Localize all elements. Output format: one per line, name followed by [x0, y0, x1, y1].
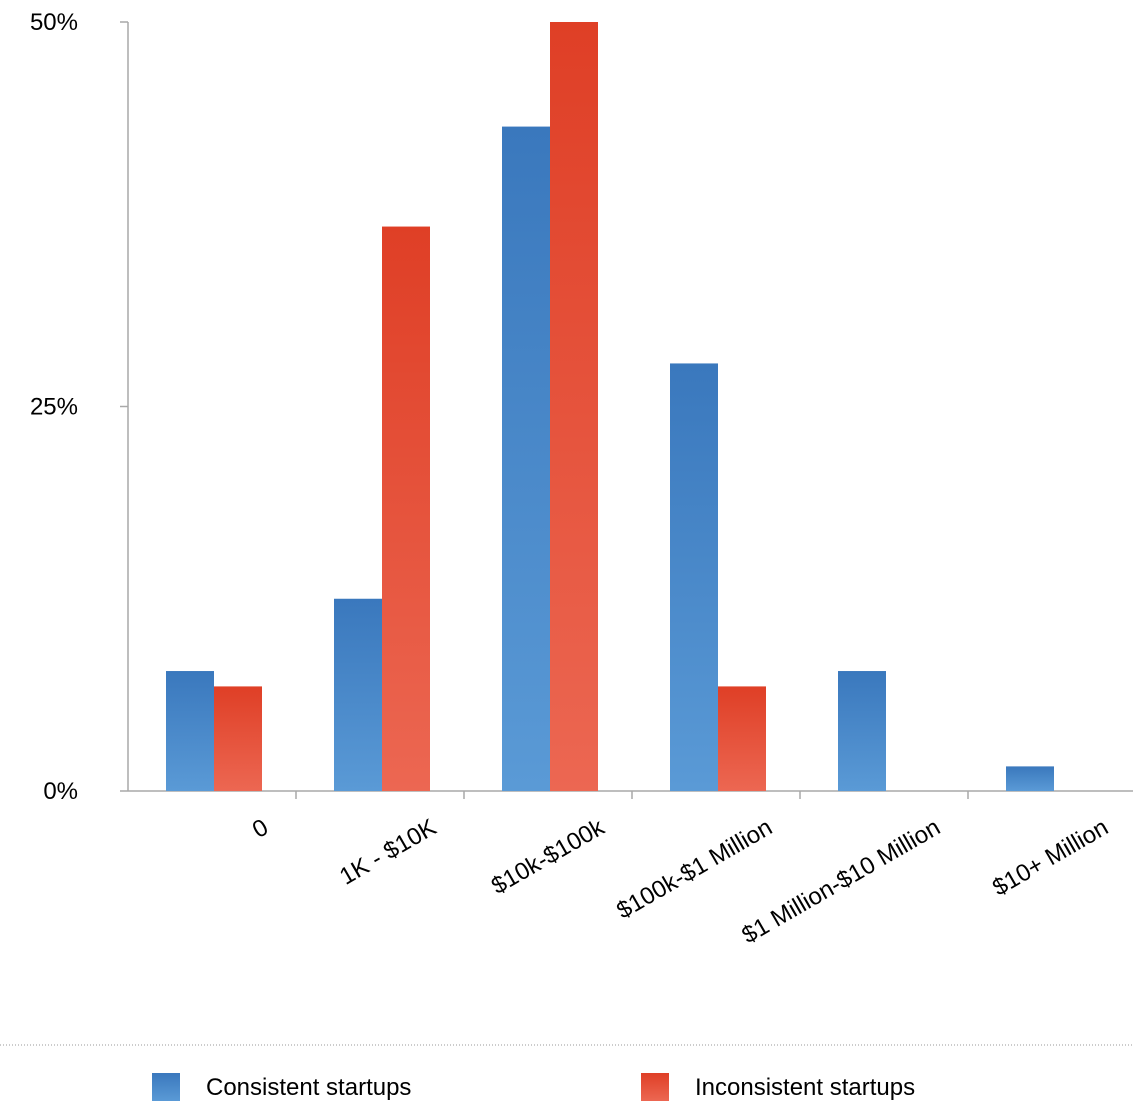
bars-group [166, 22, 1054, 792]
bar-inconsistent-1 [382, 226, 430, 791]
x-tick-label: 1K - $10K [335, 814, 441, 891]
bar-consistent-5 [1006, 766, 1054, 791]
y-tick-label: 0% [43, 778, 78, 805]
legend: Consistent startups Inconsistent startups [152, 1073, 915, 1101]
legend-label-consistent: Consistent startups [206, 1074, 411, 1101]
bar-consistent-3 [670, 363, 718, 791]
bar-inconsistent-2 [550, 22, 598, 791]
x-tick-label: 0 [248, 814, 273, 844]
y-tick-label: 25% [30, 394, 78, 421]
y-tick-label: 50% [30, 9, 78, 36]
bar-consistent-1 [334, 598, 382, 791]
legend-label-inconsistent: Inconsistent startups [695, 1074, 915, 1101]
x-axis [128, 790, 1133, 799]
x-tick-label: $10+ Million [988, 814, 1113, 902]
x-tick-label: $10k-$100k [487, 813, 610, 900]
bar-consistent-0 [166, 671, 214, 791]
x-tick-label: $100k-$1 Million [612, 814, 777, 925]
bar-inconsistent-3 [718, 686, 766, 791]
x-tick-labels: 0 1K - $10K $10k-$100k $100k-$1 Million$1 M… [248, 813, 1113, 949]
bar-consistent-2 [502, 126, 550, 792]
y-axis [120, 21, 129, 792]
y-tick-labels: 0% 25% 50% [30, 9, 78, 805]
legend-swatch-consistent [152, 1073, 180, 1101]
legend-swatch-inconsistent [641, 1073, 669, 1101]
bar-inconsistent-0 [214, 686, 262, 791]
bar-consistent-4 [838, 671, 886, 791]
